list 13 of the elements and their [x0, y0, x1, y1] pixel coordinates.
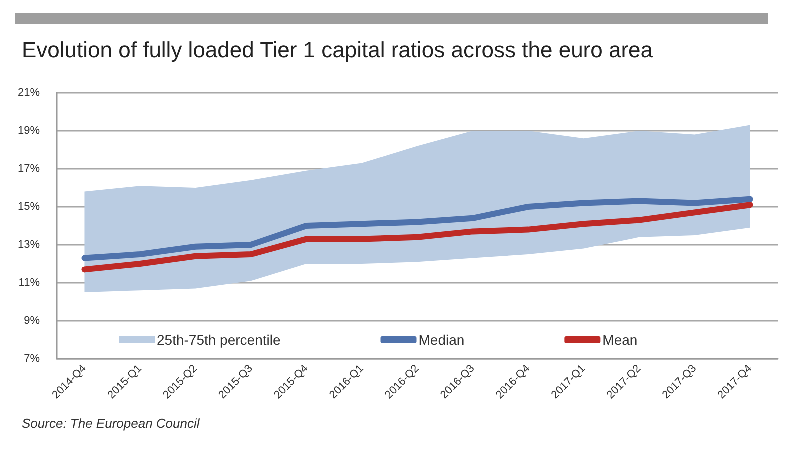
- y-tick-label: 11%: [18, 277, 40, 289]
- y-tick-label: 17%: [18, 163, 40, 175]
- legend-label: 25th-75th percentile: [157, 332, 281, 348]
- y-tick-label: 19%: [18, 125, 40, 137]
- y-tick-label: 9%: [24, 315, 40, 327]
- source-note: Source: The European Council: [22, 416, 201, 431]
- y-tick-label: 7%: [24, 353, 40, 365]
- legend-label: Mean: [602, 332, 638, 348]
- legend-label: Median: [418, 332, 465, 348]
- y-tick-label: 13%: [18, 239, 40, 251]
- y-tick-label: 21%: [18, 87, 40, 99]
- y-tick-label: 15%: [18, 201, 40, 213]
- chart-title: Evolution of fully loaded Tier 1 capital ratios across the euro area: [22, 38, 654, 62]
